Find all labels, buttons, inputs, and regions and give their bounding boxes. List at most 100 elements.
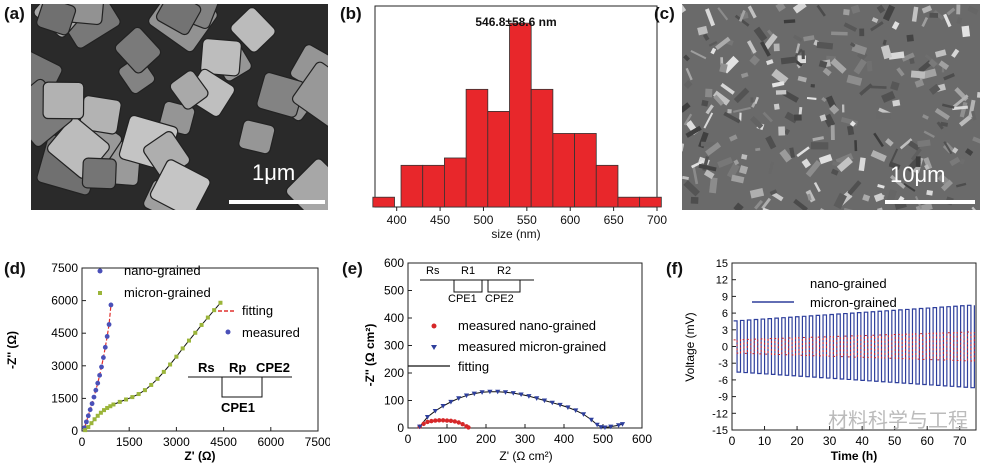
surface-grain <box>952 94 969 108</box>
surface-grain <box>780 56 797 65</box>
micron-point <box>205 315 210 320</box>
micron-point <box>102 408 107 413</box>
surface-grain <box>795 43 801 54</box>
micron-point <box>199 322 204 327</box>
surface-grain <box>959 101 968 118</box>
watermark: 材料科学与工程 <box>828 408 968 432</box>
surface-grain <box>783 128 791 136</box>
surface-grain <box>717 156 733 168</box>
surface-grain <box>801 158 811 169</box>
panel-b-label: (b) <box>340 4 362 23</box>
surface-grain <box>829 104 840 115</box>
surface-grain <box>821 96 827 103</box>
micron-point <box>142 388 147 393</box>
surface-grain <box>901 52 915 62</box>
surface-grain <box>712 90 731 106</box>
x-tick-label: 700 <box>647 213 667 227</box>
surface-grain <box>853 58 867 75</box>
surface-grain <box>723 111 741 124</box>
x-tick-label: 200 <box>476 432 496 446</box>
nano-point <box>456 420 461 425</box>
surface-grain <box>682 175 689 181</box>
circuit-wire <box>188 376 292 398</box>
micron-point <box>432 408 438 414</box>
chart-title: 546.8±58.6 nm <box>475 15 556 29</box>
surface-grain <box>914 79 925 88</box>
nano-point <box>93 387 99 393</box>
y-tick-label: -9 <box>718 392 728 404</box>
crystal-grain <box>285 158 328 210</box>
surface-grain <box>943 141 953 155</box>
nano-voltage-line <box>733 331 975 362</box>
surface-grain <box>727 109 732 114</box>
surface-grain <box>877 207 885 210</box>
y-tick-label: -3 <box>718 358 728 370</box>
surface-grain <box>866 60 873 72</box>
surface-grain <box>683 80 693 89</box>
micron-point <box>417 424 423 430</box>
surface-grain <box>797 75 807 83</box>
surface-grain <box>683 180 700 197</box>
surface-grain <box>941 103 955 109</box>
micron-point <box>108 404 113 409</box>
surface-grain <box>682 4 687 16</box>
surface-grain <box>924 164 930 171</box>
histogram-bar <box>487 111 510 208</box>
surface-grain <box>972 136 980 145</box>
surface-grain <box>830 58 847 74</box>
panel-a-label: (a) <box>4 4 25 23</box>
surface-grain <box>793 198 808 210</box>
y-tick-label: 400 <box>384 311 404 325</box>
panel-f: (f) 0 10 20 30 40 50 60 70 15 12 9 6 3 0 -3 -6 -9 -12 -15 T… <box>660 255 982 467</box>
x-tick-label: 500 <box>473 213 493 227</box>
surface-grain <box>876 4 886 14</box>
surface-grain <box>746 40 757 54</box>
micron-point <box>149 382 154 387</box>
micron-point <box>602 425 608 431</box>
micron-point <box>580 412 587 417</box>
legend-nano-label: nano-grained <box>810 276 887 291</box>
x-tick-label: 0 <box>79 435 86 449</box>
surface-grain <box>710 47 717 55</box>
micron-point <box>463 393 470 399</box>
x-axis-label: Time (h) <box>831 449 877 463</box>
micron-point <box>456 396 462 401</box>
surface-grain <box>779 148 792 163</box>
surface-grain <box>806 193 812 201</box>
nano-point <box>89 401 95 407</box>
circuit-label: Rs <box>426 265 440 277</box>
y-tick-label: 9 <box>722 291 728 303</box>
micron-point <box>557 402 563 408</box>
surface-grain <box>847 180 862 196</box>
surface-grain <box>703 112 714 129</box>
y-axis-label: -Z'' (Ω cm²) <box>363 324 377 387</box>
surface-grain <box>933 9 945 21</box>
surface-grain <box>849 42 856 48</box>
equivalent-circuit-d: Rs Rp CPE2 CPE1 <box>188 360 292 415</box>
circuit-label: R2 <box>497 265 511 277</box>
x-tick-label: 40 <box>855 434 869 448</box>
histogram-bar <box>444 157 467 208</box>
micron-point <box>440 404 446 409</box>
surface-grain <box>755 147 761 152</box>
surface-grain <box>971 206 979 210</box>
y-tick-label: 4500 <box>51 326 78 340</box>
x-axis-label: Z' (Ω cm²) <box>499 449 552 463</box>
surface-grain <box>803 35 815 42</box>
surface-grain <box>934 108 950 121</box>
micron-point <box>541 398 548 404</box>
surface-grain <box>846 74 863 86</box>
y-tick-label: 7500 <box>51 261 78 275</box>
surface-grain <box>728 134 738 142</box>
surface-grain <box>881 90 896 103</box>
micron-point <box>502 390 509 395</box>
surface-grain <box>773 43 780 52</box>
nano-point <box>87 407 93 413</box>
surface-grain <box>823 113 836 128</box>
y-tick-label: 300 <box>384 339 404 353</box>
micron-point <box>186 338 191 343</box>
surface-grain <box>949 156 961 167</box>
surface-grain <box>943 13 952 28</box>
surface-grain <box>917 139 931 148</box>
nano-point <box>85 413 91 419</box>
